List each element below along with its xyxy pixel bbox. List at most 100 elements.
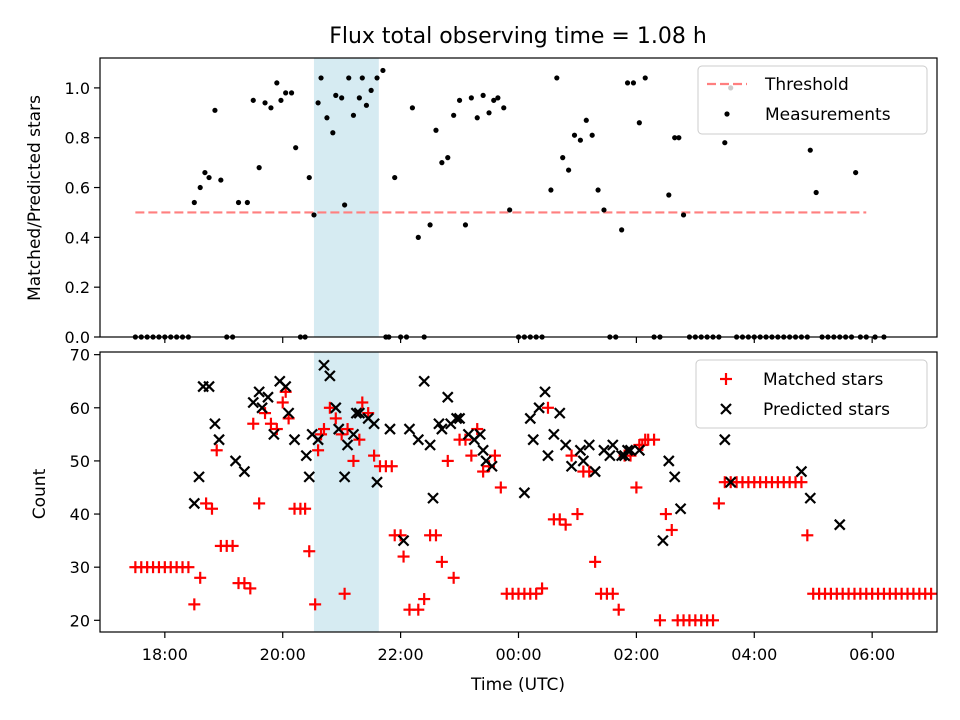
matched-star-point xyxy=(571,508,584,521)
matched-star-point xyxy=(412,603,425,616)
predicted-star-point xyxy=(188,497,201,510)
bottom-panel: 20 30 40 50 60 70 18:00 20:00 22:00 00:00 02:00 04… xyxy=(30,346,938,695)
matched-star-point xyxy=(299,502,312,515)
top-legend: Threshold Measurements xyxy=(697,65,928,135)
bottom-axes-frame xyxy=(99,351,938,633)
predicted-star-point xyxy=(403,423,416,435)
predicted-star-point xyxy=(553,407,566,419)
measurement-point xyxy=(619,227,625,233)
matched-star-point xyxy=(259,407,272,420)
predicted-star-point xyxy=(368,417,380,430)
predicted-star-point xyxy=(833,518,846,531)
measurement-point xyxy=(288,90,295,96)
measurement-point xyxy=(595,187,601,193)
top-panel: 0.0 0.2 0.4 0.6 0.8 1.0 Matched/Predicted sta… xyxy=(25,57,938,347)
bottom-legend: Matched stars Predicted stars xyxy=(695,359,928,429)
predicted-star-point xyxy=(719,433,731,446)
measurement-point xyxy=(630,80,637,86)
predicted-star-point xyxy=(663,455,675,467)
measurement-point xyxy=(235,199,242,206)
matched-star-point xyxy=(341,423,354,436)
matched-star-point xyxy=(589,555,602,568)
measurement-point xyxy=(324,115,330,121)
measurement-point xyxy=(456,97,463,103)
predicted-star-point xyxy=(288,433,301,446)
measurement-point xyxy=(636,120,642,126)
measurement-point xyxy=(445,155,451,161)
measurement-point xyxy=(356,95,362,101)
bottom-y-tick-label: 30 xyxy=(70,558,90,577)
predicted-star-point xyxy=(347,428,360,441)
matched-star-point xyxy=(441,454,454,467)
predicted-star-point xyxy=(338,471,351,483)
matched-star-point xyxy=(397,550,410,563)
bottom-y-axis: 20 30 40 50 60 70 xyxy=(70,346,100,630)
bottom-y-tick-label: 70 xyxy=(70,346,90,365)
matched-star-point xyxy=(338,587,351,600)
predicted-star-point xyxy=(633,444,646,457)
predicted-star-point xyxy=(229,455,242,467)
matched-star-point xyxy=(553,513,566,526)
predicted-star-point xyxy=(371,476,383,488)
matched-star-point xyxy=(312,444,325,457)
matched-star-point xyxy=(471,423,484,436)
measurement-point xyxy=(359,75,365,81)
measurement-point xyxy=(256,165,262,171)
measurement-point xyxy=(202,169,208,176)
predicted-star-point xyxy=(312,433,324,446)
measurement-point xyxy=(333,92,339,98)
predicted-star-point xyxy=(574,444,587,457)
predicted-star-point xyxy=(542,449,554,462)
top-axes-frame xyxy=(99,57,938,338)
predicted-star-point xyxy=(384,423,396,435)
legend-matched-swatch xyxy=(720,373,732,385)
measurement-point xyxy=(409,105,416,111)
predicted-star-point xyxy=(559,439,572,451)
measurement-point xyxy=(415,234,421,240)
predicted-star-point xyxy=(657,534,669,547)
measurement-point xyxy=(468,95,474,101)
bottom-y-tick-label: 20 xyxy=(70,611,90,630)
matched-star-point xyxy=(309,598,322,611)
observing-window-span-top xyxy=(313,58,379,337)
predicted-star-point xyxy=(193,471,205,483)
measurement-point xyxy=(624,80,631,86)
top-legend-box xyxy=(697,65,928,135)
matched-star-point xyxy=(494,481,507,494)
predicted-star-point xyxy=(621,444,634,457)
predicted-star-point xyxy=(539,386,551,398)
predicted-star-point xyxy=(279,380,292,393)
matched-star-point xyxy=(253,497,266,510)
legend-predicted-label: Predicted stars xyxy=(763,400,890,420)
predicted-star-point xyxy=(412,433,425,446)
matched-star-point xyxy=(270,423,283,436)
legend-threshold-label: Threshold xyxy=(764,75,849,95)
figure-title: Flux total observing time = 1.08 h xyxy=(329,24,707,49)
legend-measurements-label: Measurements xyxy=(765,105,891,125)
top-y-tick-label: 1.0 xyxy=(65,79,90,98)
measurement-point xyxy=(501,105,507,111)
measurement-point xyxy=(339,95,345,101)
predicted-star-point xyxy=(268,428,280,441)
measurement-point xyxy=(330,130,336,136)
measurement-point xyxy=(491,97,497,103)
measurement-point xyxy=(554,75,560,81)
predicted-star-point xyxy=(795,465,808,478)
measurement-point xyxy=(278,97,284,103)
predicted-star-point xyxy=(524,412,537,425)
predicted-star-point xyxy=(607,439,619,451)
matched-star-point xyxy=(205,502,218,515)
measurement-point xyxy=(206,174,212,181)
x-axis-label: Time (UTC) xyxy=(470,675,565,695)
measurement-point xyxy=(642,75,648,81)
measurement-point xyxy=(666,192,672,198)
measurement-point xyxy=(583,117,589,123)
matched-star-point xyxy=(435,555,448,568)
top-x-ticks xyxy=(164,337,873,343)
matched-star-point xyxy=(238,577,251,590)
top-y-tick-label: 0.8 xyxy=(65,129,90,148)
measurement-point xyxy=(374,75,380,81)
matched-star-point xyxy=(385,460,398,473)
predicted-star-point xyxy=(433,417,445,430)
matched-star-point xyxy=(541,401,554,414)
